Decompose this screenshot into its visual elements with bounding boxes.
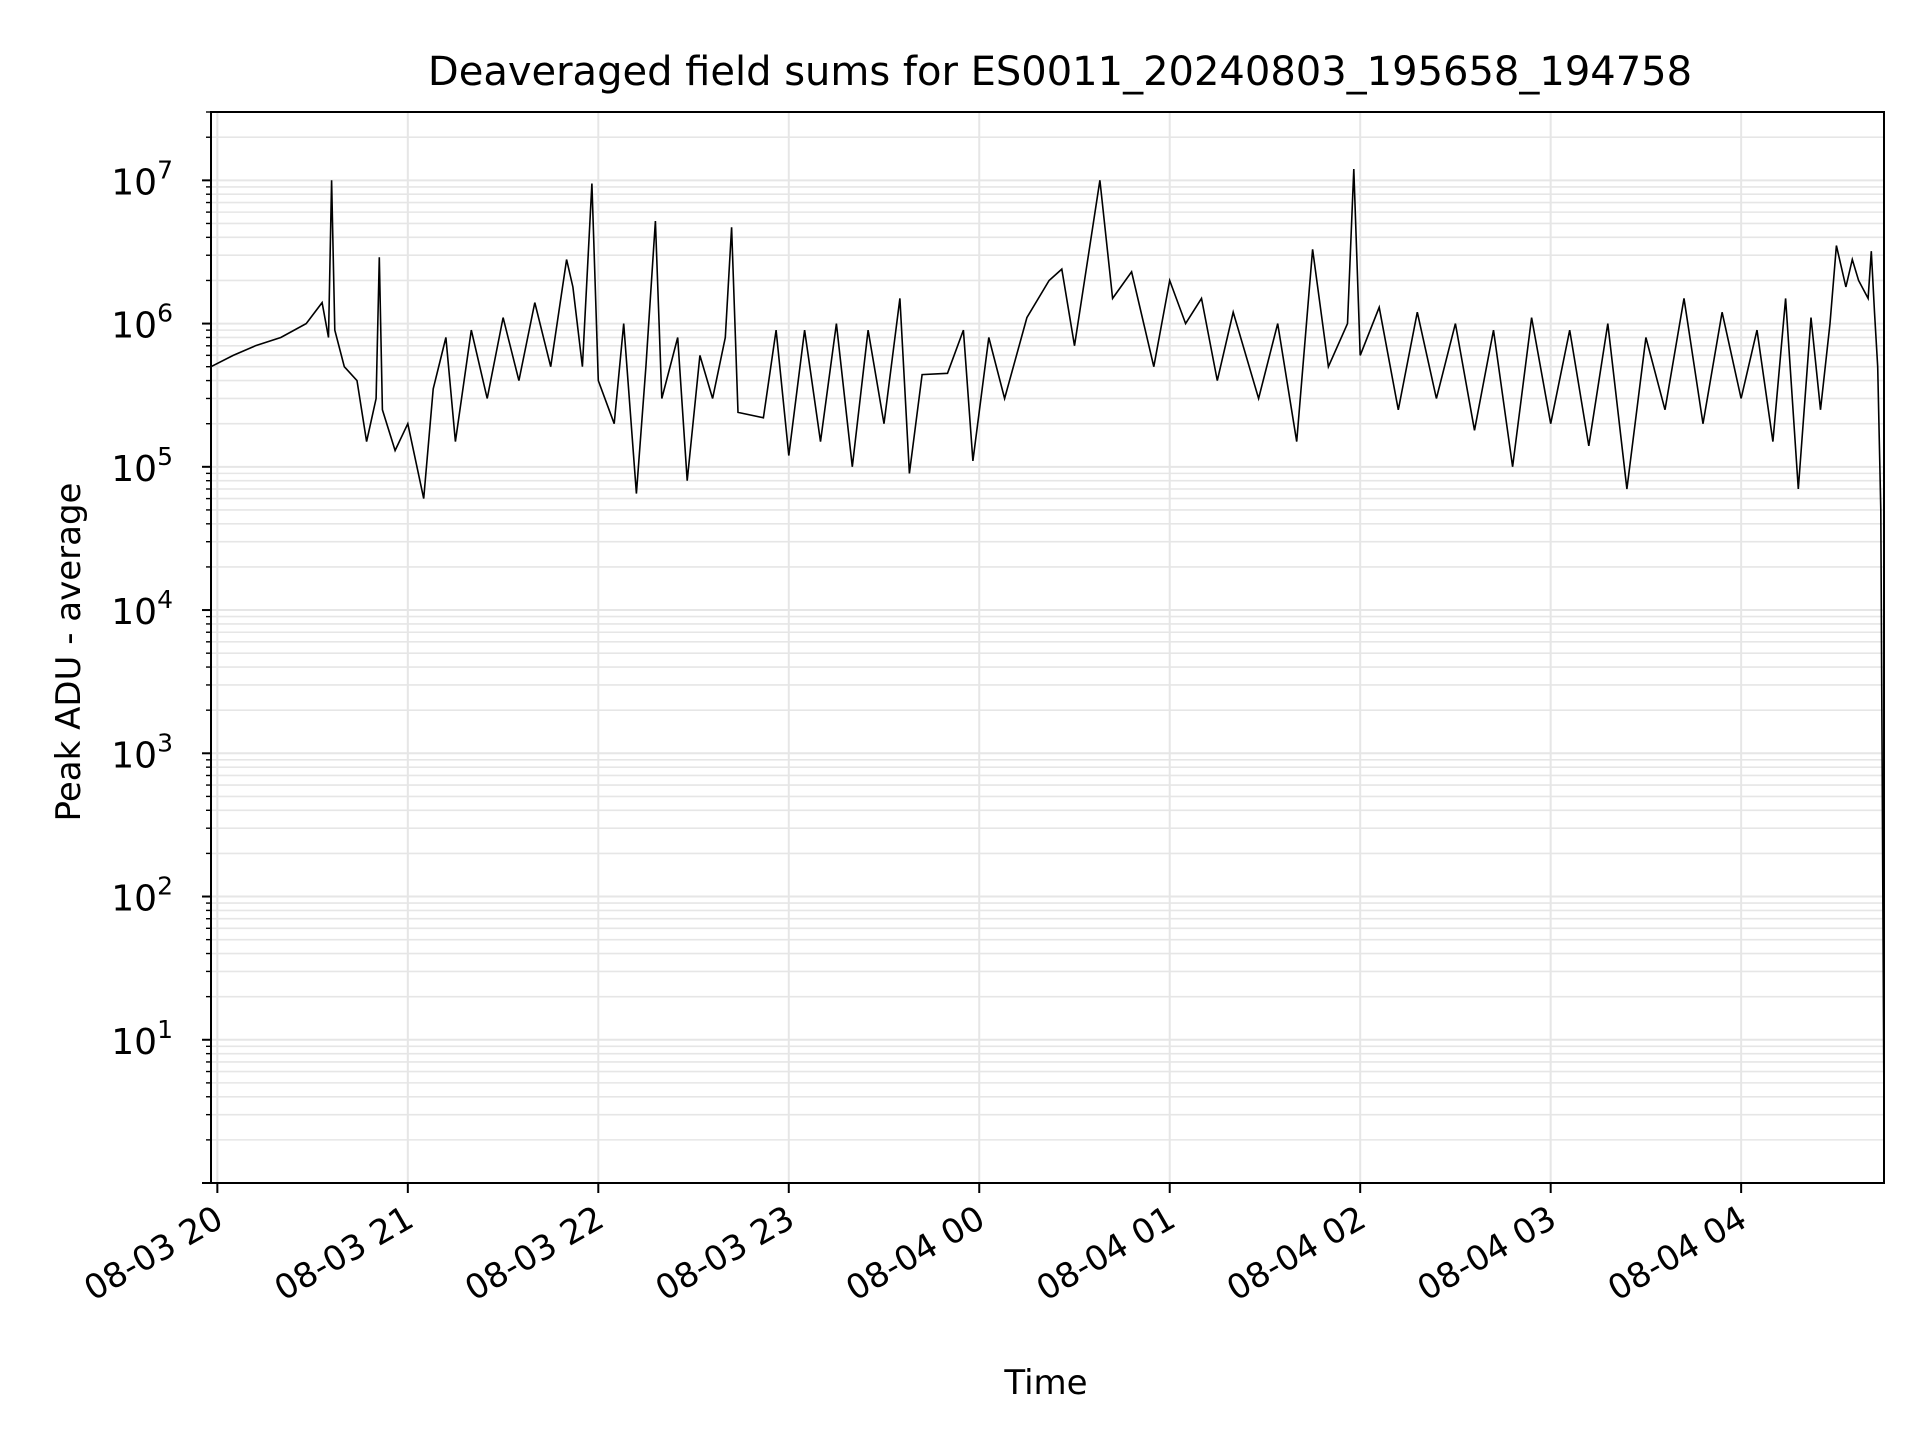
y-tick-exponent: 7 [157, 155, 173, 184]
y-tick-label: 104 [111, 585, 173, 633]
y-tick-exponent: 1 [157, 1015, 173, 1044]
y-tick-exponent: 2 [157, 872, 173, 901]
x-axis-label: Time [1003, 1363, 1087, 1403]
y-tick-label: 107 [111, 155, 173, 203]
y-tick-label: 103 [111, 728, 173, 776]
y-tick-exponent: 4 [157, 585, 173, 614]
y-tick-exponent: 6 [157, 299, 173, 328]
chart-title: Deaveraged field sums for ES0011_2024080… [428, 49, 1692, 95]
y-tick-label: 105 [111, 442, 173, 490]
y-tick-label: 106 [111, 299, 173, 347]
y-tick-exponent: 3 [157, 728, 173, 757]
series-line [210, 168, 1885, 1115]
series-layer [210, 168, 1885, 1115]
y-tick-label: 101 [111, 1015, 173, 1063]
grid [211, 111, 1884, 1184]
y-tick-exponent: 5 [157, 442, 173, 471]
y-tick-label: 102 [111, 872, 173, 920]
plot-frame [210, 111, 1885, 1184]
y-axis-label: Peak ADU - average [49, 483, 89, 822]
